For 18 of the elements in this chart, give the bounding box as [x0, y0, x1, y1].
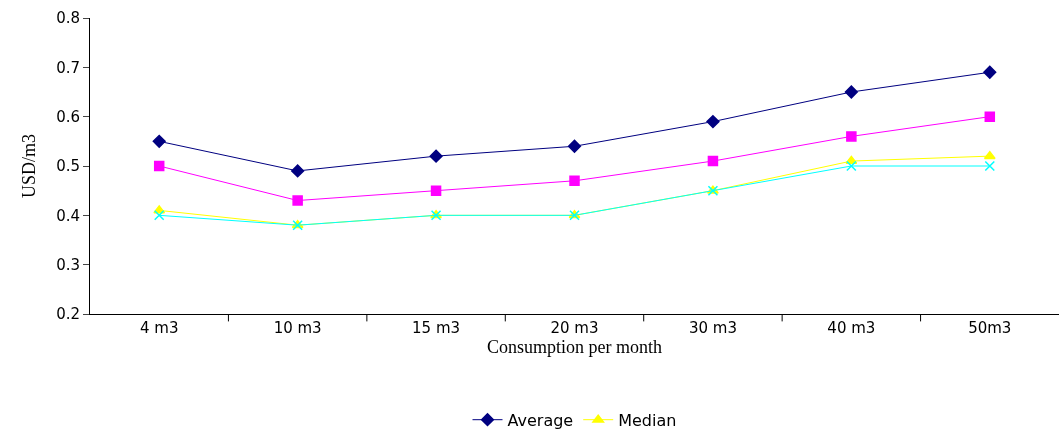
y-tick-label: 0.5	[56, 157, 80, 176]
y-tick-label: 0.2	[56, 305, 80, 324]
x-tick-label: 20 m3	[550, 319, 599, 337]
legend-label: Median	[618, 410, 677, 430]
x-tick-label: 15 m3	[412, 319, 461, 337]
x-tick-label: 10 m3	[273, 319, 322, 337]
y-tick-label: 0.6	[56, 107, 80, 126]
x-axis-title: Consumption per month	[487, 337, 662, 357]
x-tick-label: 40 m3	[827, 319, 876, 337]
y-tick-label: 0.3	[56, 255, 80, 274]
legend-label: Average	[507, 410, 574, 430]
y-tick-label: 0.8	[56, 9, 80, 28]
x-tick-label: 30 m3	[688, 319, 737, 337]
y-tick-label: 0.4	[56, 206, 80, 225]
y-axis-title: USD/m3	[19, 133, 40, 199]
y-tick-label: 0.7	[56, 58, 80, 77]
x-tick-label: 4 m3	[139, 319, 179, 337]
x-tick-label: 50m3	[968, 319, 1012, 337]
